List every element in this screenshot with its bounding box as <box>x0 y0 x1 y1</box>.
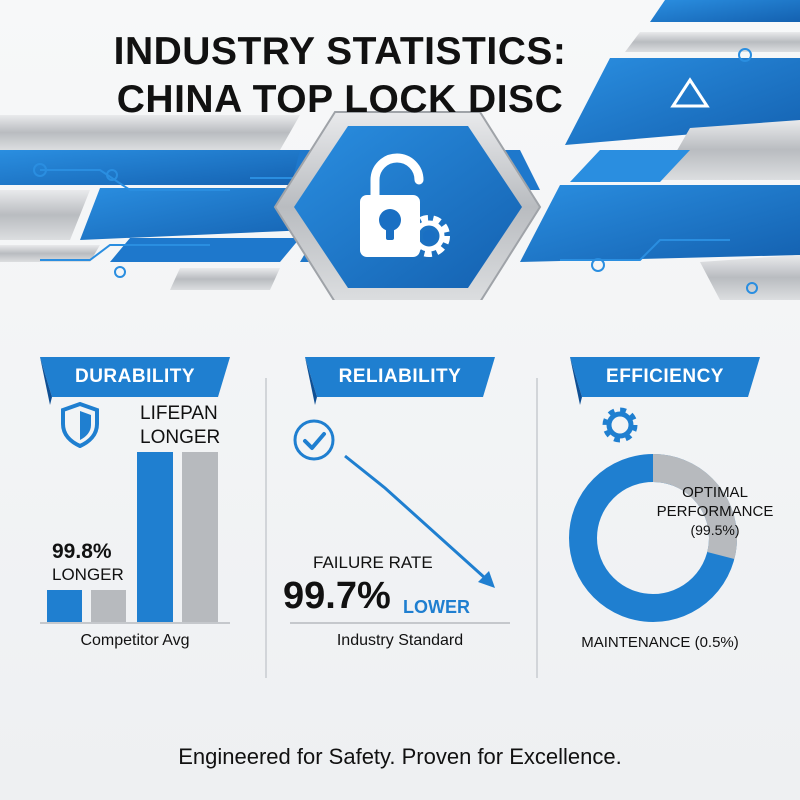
donut-silver-segment <box>652 454 737 559</box>
title-line-1: INDUSTRY STATISTICS: <box>113 30 567 73</box>
reliability-percent: 99.7% <box>283 575 391 617</box>
footer-tagline: Engineered for Safety. Proven for Excell… <box>178 744 622 769</box>
efficiency-label: EFFICIENCY <box>606 366 724 387</box>
durability-caption: Competitor Avg <box>80 632 190 649</box>
optimal-performance-label: OPTIMAL PERFORMANCE (99.5%) <box>656 484 774 538</box>
bar-tall-blue <box>137 452 173 622</box>
durability-percent: 99.8% <box>52 540 112 563</box>
failure-rate-label: FAILURE RATE <box>313 553 433 572</box>
efficiency-donut <box>569 454 737 622</box>
bar-small-silver <box>91 590 126 622</box>
shield-icon <box>61 402 99 448</box>
banner-graphic <box>0 0 800 300</box>
efficiency-tag-shape <box>570 357 760 405</box>
column-divider <box>265 378 267 678</box>
bar-tall-silver <box>182 452 218 622</box>
reliability-baseline <box>290 622 510 624</box>
page-title: INDUSTRY STATISTICS: CHINA TOP LOCK DISC <box>60 28 620 124</box>
title-line-2: CHINA TOP LOCK DISC <box>116 78 564 121</box>
reliability-suffix: LOWER <box>403 597 470 617</box>
reliability-caption: Industry Standard <box>336 632 464 649</box>
efficiency-tag: EFFICIENCY <box>570 357 760 397</box>
gear-icon <box>602 407 638 443</box>
durability-baseline <box>40 622 230 624</box>
reliability-label: RELIABILITY <box>338 366 462 387</box>
durability-tag-shape <box>40 357 230 405</box>
reliability-tag-shape <box>305 357 495 405</box>
column-divider <box>536 378 538 678</box>
durability-tag: DURABILITY <box>40 357 230 397</box>
padlock-gear-icon <box>360 153 450 257</box>
reliability-tag: RELIABILITY <box>305 357 495 397</box>
durability-label: DURABILITY <box>74 366 196 387</box>
lifespan-label: LIFEPAN LONGER <box>140 403 221 448</box>
reliability-trend <box>293 419 495 588</box>
bar-small-blue <box>47 590 82 622</box>
maintenance-label: MAINTENANCE (0.5%) <box>581 634 739 651</box>
durability-percent-suffix: LONGER <box>52 565 124 584</box>
